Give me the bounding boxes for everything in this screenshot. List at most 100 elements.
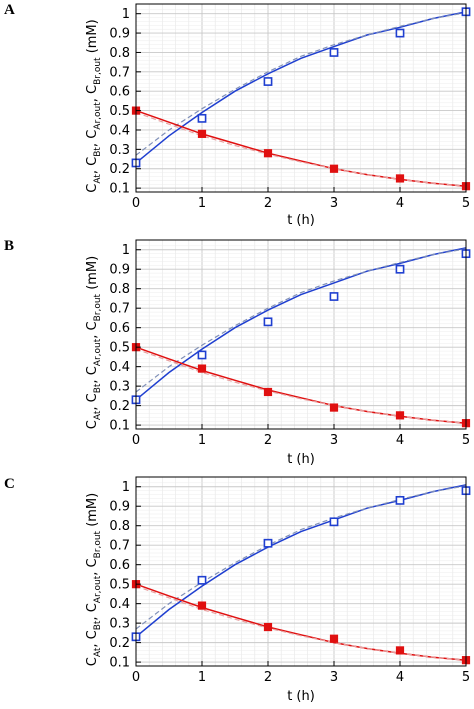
y-axis-label-subscript: Br,out — [93, 57, 103, 85]
y-axis-label-subscript: At — [93, 647, 103, 657]
y-tick-label: 0.4 — [109, 597, 130, 612]
data-point-filled-square — [263, 149, 273, 158]
data-point-open-square — [263, 538, 273, 548]
x-tick-label: 3 — [330, 433, 338, 448]
y-tick-label: 0.2 — [109, 636, 130, 651]
y-axis-label-text: , C — [85, 603, 100, 620]
x-axis-label: t (h) — [287, 213, 315, 228]
plot-frame — [135, 476, 467, 667]
x-tick-label: 1 — [198, 670, 206, 685]
y-tick-label: 0.8 — [109, 519, 130, 534]
x-tick-label: 5 — [462, 433, 470, 448]
y-tick-label: 0.7 — [109, 65, 130, 80]
y-axis-label-subscript: Ar,out — [93, 575, 103, 603]
y-axis-label-text: C — [85, 657, 100, 666]
y-tick-label: 0.1 — [109, 656, 130, 671]
data-point-open-square — [395, 495, 405, 505]
y-axis-label-text: C — [85, 184, 100, 193]
plot-area — [136, 477, 466, 666]
y-axis-label-subscript: Br,out — [93, 530, 103, 558]
data-point-filled-square — [197, 601, 207, 610]
chart-panel-b: B 0 1 2 3 4 5 0.1 0.2 0.3 0.4 0.5 0.6 0.7 0.8 0.9 1 t (h)… — [4, 238, 471, 467]
y-axis-label: CAt, CBt, CAr,out, CBr,out (mM) — [85, 493, 103, 666]
x-axis-label: t (h) — [287, 689, 315, 704]
x-tick-label: 4 — [396, 196, 404, 211]
y-axis-label-text: , C — [85, 558, 100, 575]
x-tick-label: 5 — [462, 670, 470, 685]
data-point-open-square — [329, 517, 339, 527]
data-point-filled-square — [329, 403, 339, 412]
data-point-filled-square — [395, 646, 405, 655]
panel-label: B — [4, 238, 14, 254]
y-tick-label: 0.7 — [109, 539, 130, 554]
y-axis-label-text: , C — [85, 130, 100, 147]
data-point-filled-square — [329, 164, 339, 173]
y-axis-label-subscript: Bt — [93, 147, 103, 157]
y-axis-label: CAt, CBt, CAr,out, CBr,out (mM) — [85, 256, 103, 429]
plot-area — [136, 240, 466, 429]
model-curve-dashed — [135, 485, 467, 630]
chart-panel-c: C 0 1 2 3 4 5 0.1 0.2 0.3 0.4 0.5 0.6 0.7 0.8 0.9 1 t (h)… — [4, 476, 471, 704]
y-tick-label: 0.9 — [109, 263, 130, 278]
y-axis-label-text: , C — [85, 321, 100, 338]
y-tick-label: 1 — [122, 7, 130, 22]
model-curve-solid — [135, 247, 467, 401]
y-axis-label-text: , C — [85, 630, 100, 647]
y-axis-label-subscript: Br,out — [93, 293, 103, 321]
y-axis-label-text: (mM) — [85, 19, 100, 57]
y-tick-label: 0.2 — [109, 162, 130, 177]
y-tick-label: 0.7 — [109, 302, 130, 317]
x-tick-label: 1 — [198, 433, 206, 448]
y-tick-label: 1 — [122, 480, 130, 495]
data-point-open-square — [263, 317, 273, 327]
y-axis-label-text: (mM) — [85, 256, 100, 294]
data-point-filled-square — [263, 387, 273, 397]
data-point-open-square — [197, 113, 207, 123]
model-curve-solid — [135, 484, 467, 638]
model-curve-dashed — [135, 111, 467, 187]
model-curve-dashed — [135, 585, 467, 661]
data-point-filled-square — [329, 634, 339, 643]
y-tick-label: 0.8 — [109, 46, 130, 61]
model-curve-dashed — [135, 348, 467, 424]
x-tick-label: 1 — [198, 196, 206, 211]
plot-frame — [135, 239, 467, 430]
x-tick-label: 4 — [396, 433, 404, 448]
y-tick-label: 0.8 — [109, 282, 130, 297]
y-tick-label: 0.9 — [109, 27, 130, 42]
x-tick-label: 0 — [132, 670, 140, 685]
model-curve-solid — [135, 11, 467, 164]
model-curve-dashed — [135, 12, 467, 156]
data-point-filled-square — [197, 364, 207, 373]
y-tick-label: 0.1 — [109, 419, 130, 434]
y-axis-label-text: , C — [85, 85, 100, 102]
y-axis-label-text: , C — [85, 366, 100, 383]
x-axis-label: t (h) — [287, 452, 315, 467]
x-tick-label: 3 — [330, 670, 338, 685]
y-axis-label-subscript: Bt — [93, 383, 103, 393]
x-tick-label: 0 — [132, 433, 140, 448]
model-curve-dashed — [135, 248, 467, 393]
y-axis-label-text: C — [85, 420, 100, 429]
x-tick-label: 2 — [264, 433, 272, 448]
y-axis-label: CAt, CBt, CAr,out, CBr,out (mM) — [85, 19, 103, 192]
y-axis-label-text: (mM) — [85, 493, 100, 531]
x-tick-label: 2 — [264, 196, 272, 211]
y-tick-label: 0.9 — [109, 500, 130, 515]
y-tick-label: 0.2 — [109, 399, 130, 414]
y-tick-label: 0.4 — [109, 123, 130, 138]
x-tick-label: 4 — [396, 670, 404, 685]
data-point-open-square — [395, 264, 405, 274]
x-tick-label: 5 — [462, 196, 470, 211]
y-tick-label: 0.5 — [109, 578, 130, 593]
y-tick-label: 0.6 — [109, 85, 130, 100]
data-point-open-square — [197, 575, 207, 585]
panel-label: A — [4, 2, 15, 18]
data-point-filled-square — [395, 411, 405, 420]
x-tick-label: 3 — [330, 196, 338, 211]
data-point-open-square — [263, 77, 273, 86]
y-tick-label: 1 — [122, 243, 130, 258]
y-tick-label: 0.6 — [109, 321, 130, 336]
data-point-filled-square — [197, 129, 207, 138]
